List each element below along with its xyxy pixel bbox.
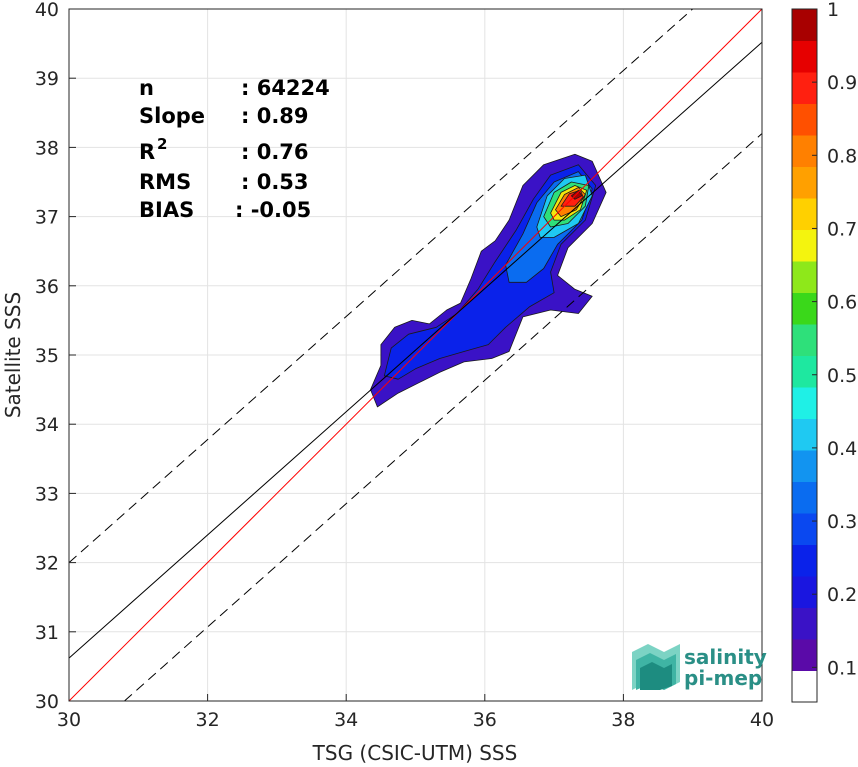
colorbar-tick-label: 1 [827,0,839,21]
x-tick-label: 36 [473,709,497,731]
upper-bound-line [68,8,694,563]
colorbar-tick-label: 0.3 [827,511,857,533]
stat-label: RMS [139,170,191,194]
y-tick-label: 37 [35,207,59,229]
logo-waves-icon [632,644,680,690]
stat-value: : 64224 [241,76,330,100]
colorbar-segment [792,418,817,451]
colorbar-tick-label: 0.4 [827,438,857,460]
colorbar-segment [792,292,817,325]
reference-lines [68,8,763,702]
y-tick-label: 33 [35,483,59,505]
colorbar-segment [792,481,817,514]
colorbar-segment [792,387,817,419]
colorbar-tick-label: 0.2 [827,584,857,606]
y-tick-label: 34 [35,414,59,436]
colorbar-segment [792,9,817,41]
stats-block: n : 64224 Slope : 0.89 R 2 : 0.76 RMS : 0.53 BIAS… [139,76,330,222]
x-tick-label: 34 [334,709,358,731]
stat-value: : 0.89 [241,104,309,128]
colorbar-segment [792,72,817,104]
colorbar-segment [792,198,817,230]
colorbar-tick-label: 0.5 [827,365,857,387]
colorbar-segment [792,576,817,608]
colorbar-segment [792,607,817,640]
one-to-one-line [68,8,763,702]
logo-line-2: pi-mep [684,666,762,690]
colorbar-segment [792,229,817,262]
x-axis: 30 32 34 36 38 40 [57,694,774,731]
y-tick-label: 39 [35,68,59,90]
y-axis: 30 31 32 33 34 35 36 37 38 39 40 [35,0,76,713]
colorbar-tick-label: 0.6 [827,292,857,314]
colorbar-segment [792,324,817,356]
stat-label: R [139,140,155,164]
y-tick-label: 40 [35,0,59,21]
x-tick-label: 38 [611,709,635,731]
stat-value: : -0.05 [235,198,311,222]
colorbar-segment [792,103,817,136]
y-tick-label: 38 [35,137,59,159]
stat-label: n [139,76,154,100]
salinity-pi-mep-logo: salinity pi-mep [632,644,767,690]
colorbar-segment [792,40,817,73]
stat-label: BIAS [139,198,194,222]
colorbar-segment [792,166,817,199]
colorbar-segment [792,450,817,482]
y-tick-label: 35 [35,345,59,367]
y-axis-label: Satellite SSS [1,292,25,418]
colorbar: 0.1 0.2 0.3 0.4 0.5 0.6 0.7 0.8 0.9 1 [791,0,857,703]
stat-label-superscript: 2 [157,135,167,153]
colorbar-frame [791,8,818,703]
y-tick-label: 32 [35,553,59,575]
colorbar-segment [792,639,817,671]
stat-label: Slope [139,104,205,128]
colorbar-tick-label: 0.7 [827,218,857,240]
colorbar-tick-label: 0.1 [827,657,857,679]
logo-line-1: salinity [684,645,767,669]
fit-line [68,41,763,659]
colorbar-segment [792,544,817,577]
x-tick-label: 32 [196,709,220,731]
colorbar-segment [792,355,817,388]
x-tick-label: 40 [750,709,774,731]
colorbar-segment [792,261,817,293]
x-axis-label: TSG (CSIC-UTM) SSS [312,741,518,765]
colorbar-segment [792,670,817,703]
colorbar-tick-label: 0.8 [827,145,857,167]
lower-bound-line [124,133,763,702]
y-tick-label: 30 [35,691,59,713]
y-tick-label: 36 [35,276,59,298]
x-tick-label: 30 [57,709,81,731]
colorbar-segment [792,135,817,167]
y-tick-label: 31 [35,622,59,644]
colorbar-tick-label: 0.9 [827,72,857,94]
stat-value: : 0.76 [241,140,309,164]
colorbar-segment [792,513,817,545]
stat-value: : 0.53 [241,170,309,194]
